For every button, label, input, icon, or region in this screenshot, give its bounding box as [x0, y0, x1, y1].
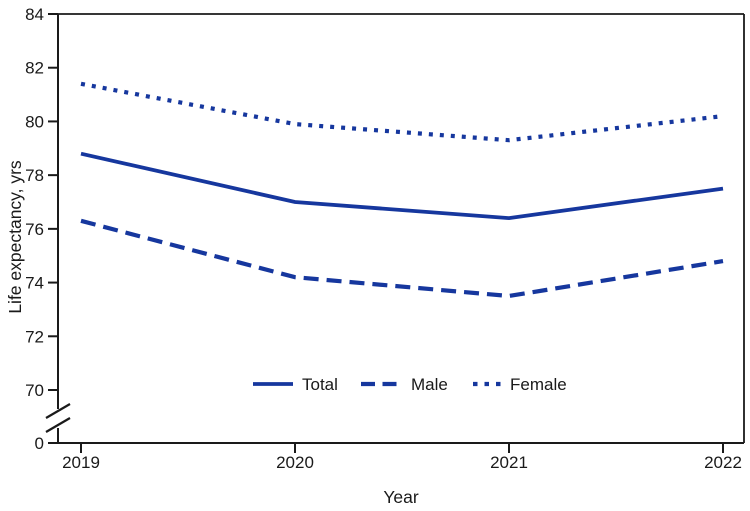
axis-break-slash: [45, 417, 71, 433]
x-axis-title: Year: [383, 487, 419, 507]
y-tick-label: 76: [25, 220, 44, 239]
axis-ticks: 84 82 80 78 76 74 72 70 0 2019 2020 2021 2022: [25, 5, 742, 472]
series-line-female: [80, 81, 724, 143]
y-tick-label: 72: [25, 327, 44, 346]
y-tick-label: 84: [25, 5, 44, 24]
legend-label-male: Male: [411, 375, 448, 394]
series-line-total: [80, 151, 724, 221]
x-tick-label: 2022: [704, 453, 742, 472]
y-tick-label: 70: [25, 381, 44, 400]
series-line-male: [80, 218, 724, 299]
x-tick-label: 2020: [276, 453, 314, 472]
y-axis-title: Life expectancy, yrs: [5, 160, 25, 314]
y-origin-label: 0: [35, 434, 44, 453]
y-tick-label: 78: [25, 166, 44, 185]
axis-break-slash: [45, 403, 71, 419]
y-tick-label: 82: [25, 59, 44, 78]
legend-label-total: Total: [302, 375, 338, 394]
x-tick-label: 2021: [490, 453, 528, 472]
y-tick-label: 74: [25, 274, 44, 293]
data-series: [80, 81, 724, 299]
legend-label-female: Female: [510, 375, 567, 394]
legend: Total Male Female: [253, 375, 567, 394]
y-tick-label: 80: [25, 112, 44, 131]
y-axis-break: [45, 403, 71, 433]
x-tick-label: 2019: [62, 453, 100, 472]
